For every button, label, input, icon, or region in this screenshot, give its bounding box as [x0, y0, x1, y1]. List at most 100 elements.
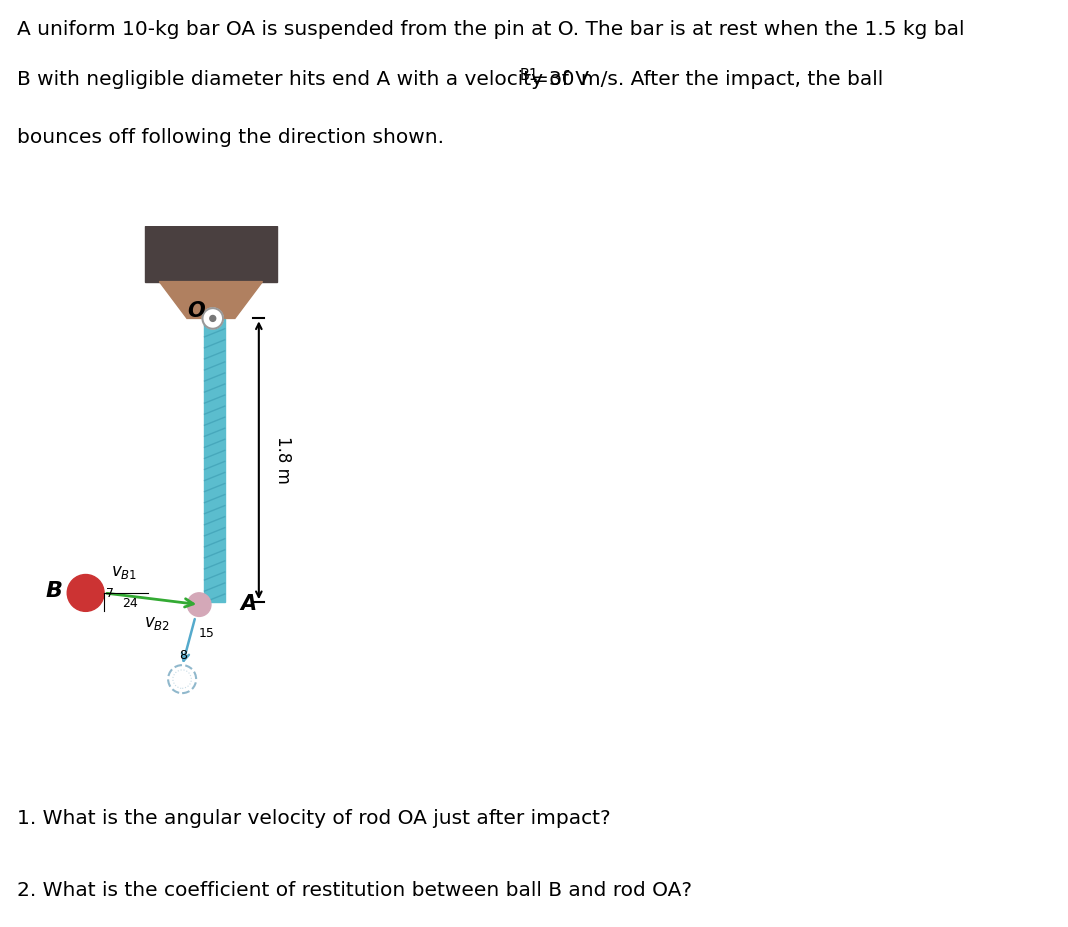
Point [73, 679, 90, 694]
Point [159, 365, 176, 380]
Point [368, 246, 386, 260]
Point [176, 629, 193, 644]
Point [381, 574, 398, 589]
Point [289, 248, 307, 263]
Point [340, 456, 357, 471]
Point [131, 589, 148, 603]
Point [41, 253, 58, 268]
Point [110, 546, 127, 561]
Point [169, 510, 186, 525]
Point [63, 649, 80, 664]
Point [63, 290, 80, 305]
Point [130, 507, 147, 522]
Point [307, 412, 324, 426]
Point [22, 593, 40, 608]
Point [41, 526, 58, 540]
Point [33, 374, 50, 388]
Point [61, 328, 78, 343]
Point [286, 298, 303, 313]
Point [372, 609, 389, 624]
Point [164, 544, 182, 559]
Point [374, 231, 391, 246]
Point [30, 501, 47, 515]
Point [101, 288, 119, 303]
Point [33, 514, 50, 529]
Point [180, 236, 198, 251]
Point [159, 469, 176, 484]
Point [161, 229, 178, 244]
Point [50, 598, 67, 613]
Point [47, 498, 64, 513]
Point [200, 338, 217, 353]
Point [132, 565, 150, 579]
Point [88, 298, 105, 313]
Point [47, 565, 64, 579]
Point [109, 629, 126, 644]
Point [383, 518, 400, 533]
Point [138, 286, 155, 301]
Point [239, 453, 256, 468]
Point [23, 409, 41, 424]
Point [220, 299, 237, 314]
Bar [144, 226, 278, 282]
Point [27, 609, 44, 624]
Point [238, 251, 255, 266]
Point [68, 452, 85, 467]
Point [323, 520, 340, 535]
Point [203, 447, 220, 462]
Point [201, 235, 218, 249]
Point [151, 464, 168, 479]
Point [195, 596, 213, 611]
Point [339, 374, 356, 388]
Point [236, 665, 253, 679]
Point [73, 422, 90, 437]
Point [266, 502, 283, 517]
Point [122, 673, 139, 688]
Point [51, 476, 68, 491]
Point [314, 665, 331, 679]
Point [21, 258, 38, 273]
Point [217, 609, 234, 624]
Point [119, 433, 136, 448]
Point [177, 682, 194, 697]
Point [48, 252, 65, 267]
Point [381, 650, 398, 665]
Point [154, 236, 171, 251]
Point [236, 508, 253, 523]
Point [188, 434, 205, 449]
Point [150, 575, 167, 590]
Point [302, 593, 319, 608]
Point [146, 697, 163, 712]
Point [296, 387, 313, 401]
Point [54, 626, 72, 641]
Point [99, 230, 116, 245]
Point [252, 337, 269, 351]
Point [136, 235, 153, 249]
Point [122, 620, 139, 635]
Point [216, 281, 233, 296]
Point [65, 688, 82, 703]
Point [66, 595, 83, 610]
Point [152, 608, 169, 623]
Point [129, 301, 146, 316]
Point [324, 328, 341, 343]
Point [106, 374, 123, 388]
Point [158, 552, 175, 567]
Point [104, 577, 121, 591]
Point [381, 276, 398, 291]
Point [54, 497, 72, 512]
Point [348, 307, 365, 322]
Point [76, 334, 93, 349]
Point [248, 349, 265, 363]
Point [247, 601, 264, 616]
Point [329, 527, 346, 541]
Point [203, 675, 220, 690]
Point [283, 666, 300, 680]
Point [180, 419, 198, 434]
Point [288, 399, 305, 413]
Point [56, 560, 73, 575]
Point [47, 601, 64, 616]
Point [30, 385, 47, 400]
Point [46, 482, 63, 497]
Point [188, 453, 205, 468]
